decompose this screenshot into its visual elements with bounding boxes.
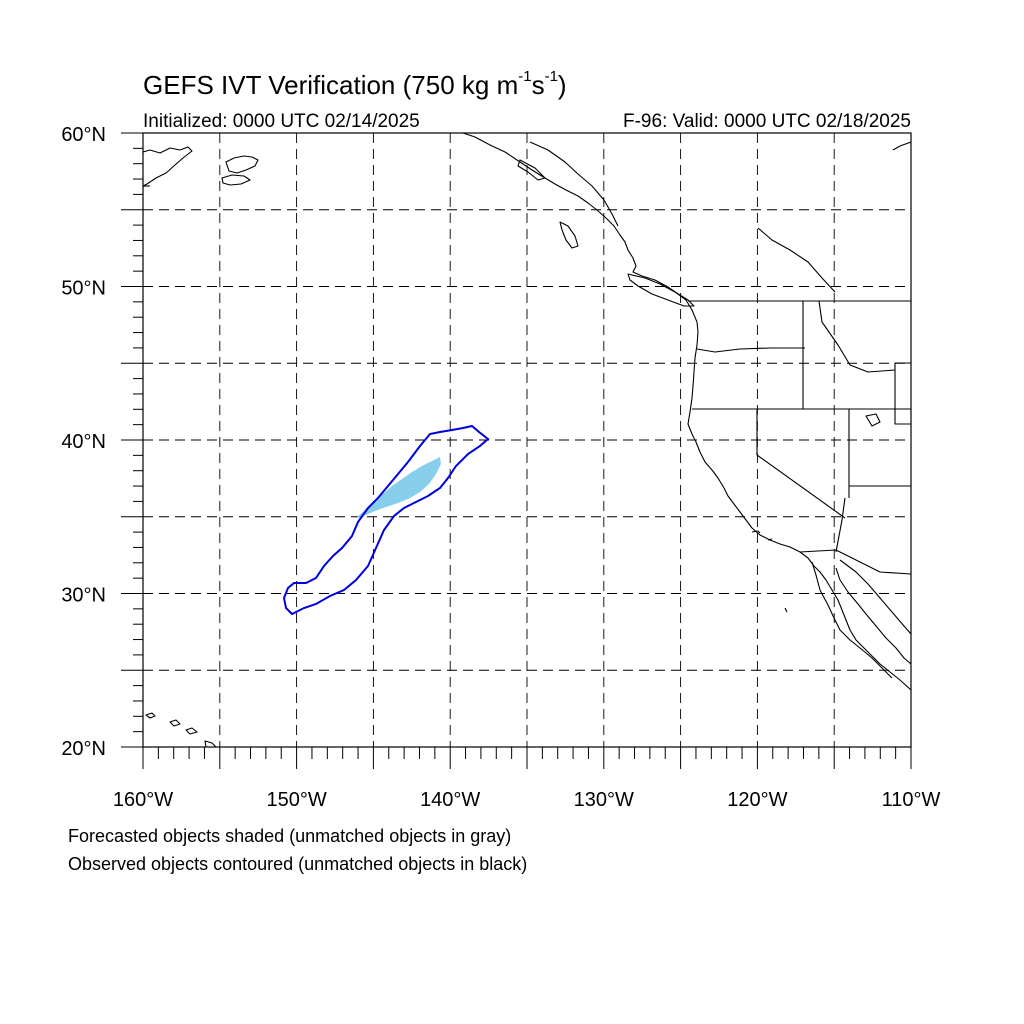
haida-gwaii [559,221,579,249]
wa-or-border [696,347,805,353]
guadalupe-island [784,607,788,613]
x-tick-label: 120°W [727,789,787,811]
axis-labels: 160°W 150°W 140°W 130°W 120°W 110°W 60°N 50°N 40… [61,124,940,811]
alaska-coast [143,146,193,187]
wy-ut-border [894,370,911,425]
bc-mainland [529,141,619,227]
y-tick-label: 50°N [61,278,106,300]
forecast-object-shaded [356,457,441,518]
initialized-label: Initialized: 0000 UTC 02/14/2025 [143,111,420,132]
x-tick-label: 130°W [574,789,634,811]
map-frame [142,132,912,748]
forecast-caption: Forecasted objects shaded (unmatched obj… [68,826,512,846]
hawaii-kauai [145,712,156,719]
gulf-of-california-east [839,559,911,635]
x-tick-label: 140°W [420,789,480,811]
baja-west-coast [811,561,893,679]
alaska-panhandle-coast [462,133,911,691]
valid-time-label: F-96: Valid: 0000 UTC 02/18/2025 [623,111,911,132]
x-tick-label: 160°W [113,789,173,811]
graticule [121,132,912,769]
canada-east [892,141,911,151]
ca-nv-border [756,409,846,519]
channel-islands [751,530,773,541]
y-tick-label: 30°N [61,585,106,607]
x-tick-label: 110°W [882,789,941,811]
id-mt-border [818,300,911,373]
hawaii-oahu [169,719,181,727]
az-ca-border [835,497,846,553]
panhandle-islands [517,159,546,181]
kodiak-island [225,155,259,174]
y-tick-label: 20°N [61,738,106,760]
coastlines-and-borders [143,133,911,747]
observed-object-contour [282,424,490,616]
us-mexico-border [799,549,911,575]
hawaii-maui [185,727,198,735]
y-tick-label: 60°N [61,124,106,146]
baja-east-coast [835,567,911,665]
observed-caption: Observed objects contoured (unmatched ob… [68,854,528,874]
great-salt-lake [865,413,881,427]
vancouver-island [627,273,695,307]
plot-title: GEFS IVT Verification (750 kg m-1s-1) [143,68,567,100]
y-tick-label: 40°N [61,431,106,453]
hawaii-big-island [204,740,217,747]
x-tick-label: 150°W [266,789,326,811]
canada-rockies [757,227,836,293]
kodiak-island-2 [221,174,251,186]
